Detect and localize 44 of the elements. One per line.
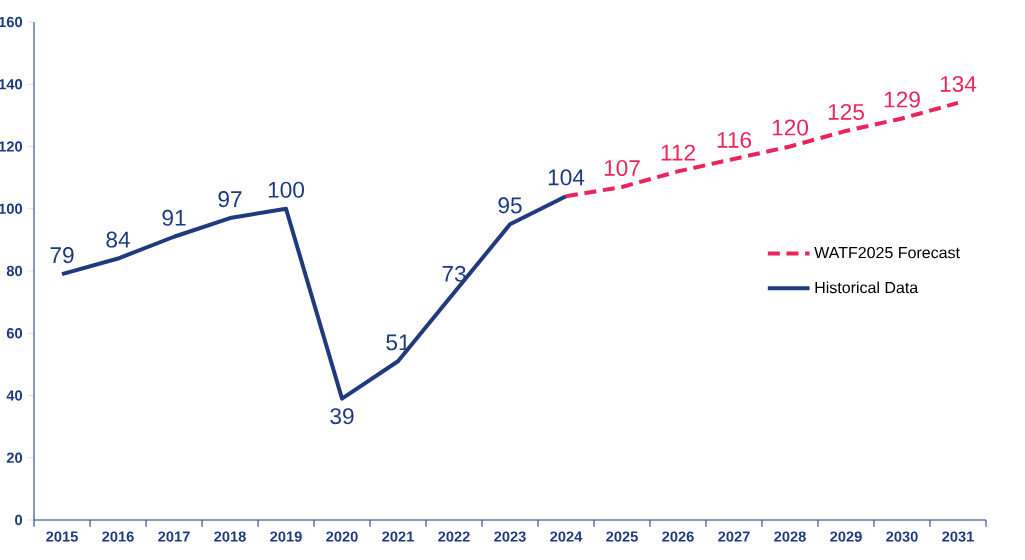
y-tick-label: 0 (15, 514, 23, 526)
data-label: 39 (330, 408, 354, 425)
x-tick-label: 2024 (550, 531, 583, 542)
y-tick-label: 140 (0, 79, 23, 90)
data-label: 104 (548, 169, 585, 186)
x-tick-label: 2019 (270, 531, 302, 542)
x-tick-label: 2018 (214, 531, 246, 542)
data-label: 79 (50, 247, 74, 264)
data-label: 125 (828, 103, 864, 121)
data-label: 100 (268, 181, 305, 198)
data-label: 95 (498, 197, 522, 214)
x-tick-label: 2031 (942, 531, 974, 542)
data-label: 112 (661, 144, 695, 161)
x-tick-label: 2028 (774, 531, 806, 542)
data-label: 97 (218, 191, 242, 208)
data-label: 107 (604, 159, 640, 177)
y-tick-label: 60 (6, 328, 23, 339)
x-tick-label: 2027 (718, 531, 750, 542)
legend-label: WATF2025 Forecast (814, 246, 960, 259)
x-tick-label: 2020 (326, 531, 358, 542)
legend-label: Historical Data (815, 281, 919, 294)
y-tick-label: 80 (6, 265, 23, 277)
x-tick-label: 2030 (886, 531, 918, 542)
data-label: 129 (884, 91, 920, 108)
data-label: 84 (106, 231, 130, 248)
data-label: 134 (940, 75, 977, 92)
y-tick-label: 100 (0, 203, 23, 214)
x-tick-label: 2023 (494, 531, 526, 542)
y-tick-label: 120 (0, 141, 23, 152)
y-tick-label: 40 (6, 390, 23, 401)
data-label: 120 (772, 119, 809, 136)
data-label: 51 (386, 334, 410, 351)
x-tick-label: 2021 (382, 531, 414, 542)
data-label: 116 (717, 131, 752, 149)
data-label: 91 (162, 209, 186, 226)
x-tick-label: 2026 (662, 531, 694, 542)
x-tick-label: 2016 (102, 531, 134, 542)
x-tick-label: 2029 (830, 531, 862, 542)
y-tick-label: 160 (0, 16, 23, 28)
y-tick-label: 20 (6, 452, 23, 463)
x-tick-label: 2025 (606, 531, 638, 542)
x-tick-label: 2015 (46, 531, 78, 542)
x-tick-label: 2022 (438, 531, 470, 542)
x-tick-label: 2017 (158, 531, 190, 542)
